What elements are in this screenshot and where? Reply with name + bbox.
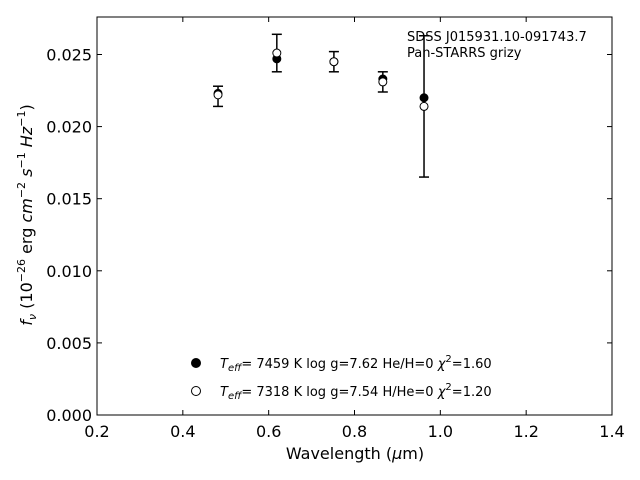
series-model-he	[213, 48, 429, 111]
data-point-open	[329, 57, 339, 67]
legend-label-1: Teff= 7459 K log g=7.62 He/H=0 χ2=1.60	[220, 354, 492, 374]
data-point-open	[272, 48, 282, 58]
legend-teff-2: 7318	[256, 385, 289, 400]
legend-marker-open	[191, 386, 201, 396]
x-tick-label: 0.8	[342, 422, 367, 441]
x-tick-label: 1.4	[599, 422, 624, 441]
plot-frame	[96, 16, 613, 416]
series-model-h	[213, 54, 429, 103]
y-axis-ticks: 0.000 0.005 0.010 0.015 0.020 0.025	[46, 45, 612, 425]
legend-logg-1: 7.62	[349, 357, 378, 372]
legend-chi2-2: 1.20	[463, 385, 492, 400]
y-tick-label: 0.020	[46, 118, 92, 137]
legend-logg-2: 7.54	[349, 385, 378, 400]
legend-label-2: Teff= 7318 K log g=7.54 H/He=0 χ2=1.20	[220, 382, 492, 402]
annotation-survey: Pan-STARRS grizy	[407, 46, 522, 61]
annotation-object-name: SDSS J015931.10-091743.7	[407, 30, 587, 45]
legend-ratio-label-1: He/H	[382, 357, 414, 372]
y-tick-label: 0.000	[46, 406, 92, 425]
x-axis-label: Wavelength (μm)	[286, 444, 424, 463]
legend-teff-1: 7459	[256, 357, 289, 372]
error-bars	[213, 33, 430, 178]
legend-ratio-label-2: H/He	[382, 385, 414, 400]
legend-marker-filled	[191, 358, 201, 368]
x-tick-label: 1.2	[513, 422, 538, 441]
y-tick-label: 0.005	[46, 334, 92, 353]
x-tick-label: 0.6	[256, 422, 281, 441]
data-point-filled	[419, 93, 429, 103]
legend-ratio-2: 0	[425, 385, 433, 400]
data-point-open	[378, 77, 388, 87]
legend-ratio-1: 0	[425, 357, 433, 372]
x-tick-label: 0.2	[84, 422, 109, 441]
x-tick-label: 1.0	[428, 422, 453, 441]
data-point-open	[419, 101, 429, 111]
x-tick-label: 0.4	[170, 422, 195, 441]
data-point-open	[213, 90, 223, 100]
y-tick-label: 0.010	[46, 262, 92, 281]
y-axis-label: fν (10−26 erg cm−2 s−1 Hz−1)	[15, 104, 39, 325]
x-axis-ticks: 0.2 0.4 0.6 0.8 1.0 1.2 1.4	[84, 17, 625, 441]
legend-chi2-1: 1.60	[463, 357, 492, 372]
legend: Teff= 7459 K log g=7.62 He/H=0 χ2=1.60 T…	[191, 354, 492, 402]
y-tick-label: 0.025	[46, 45, 92, 64]
y-tick-label: 0.015	[46, 190, 92, 209]
